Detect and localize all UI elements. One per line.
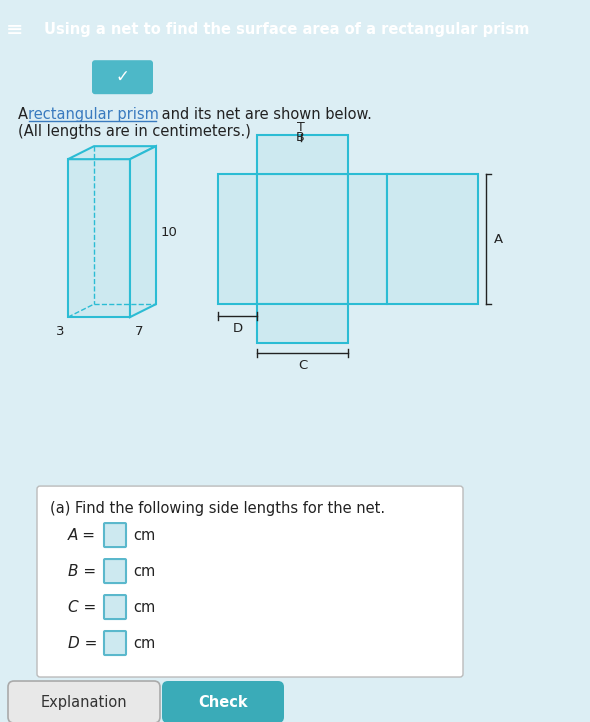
Text: cm: cm: [133, 564, 155, 578]
FancyBboxPatch shape: [37, 486, 463, 677]
Text: (a) Find the following side lengths for the net.: (a) Find the following side lengths for …: [50, 501, 385, 516]
FancyBboxPatch shape: [104, 523, 126, 547]
Text: 7: 7: [135, 325, 143, 338]
Text: C: C: [298, 359, 307, 372]
Text: C =: C =: [68, 599, 96, 614]
Text: cm: cm: [133, 528, 155, 542]
Text: D =: D =: [68, 635, 97, 651]
FancyBboxPatch shape: [162, 681, 284, 722]
Text: A: A: [494, 232, 503, 245]
Text: Explanation: Explanation: [41, 695, 127, 710]
Text: B: B: [296, 131, 305, 144]
Polygon shape: [348, 174, 387, 304]
Polygon shape: [387, 174, 478, 304]
Text: ≡: ≡: [6, 19, 24, 40]
FancyBboxPatch shape: [104, 559, 126, 583]
Text: cm: cm: [133, 635, 155, 651]
Text: Using a net to find the surface area of a rectangular prism: Using a net to find the surface area of …: [44, 22, 530, 37]
Polygon shape: [130, 146, 156, 317]
Polygon shape: [68, 146, 156, 159]
Text: B =: B =: [68, 564, 96, 578]
Text: 3: 3: [55, 325, 64, 338]
Text: ✓: ✓: [115, 68, 129, 86]
Polygon shape: [68, 159, 130, 317]
Text: A =: A =: [68, 528, 96, 542]
Polygon shape: [218, 174, 257, 304]
Text: rectangular prism: rectangular prism: [28, 107, 159, 122]
Text: and its net are shown below.: and its net are shown below.: [157, 107, 372, 122]
Text: 10: 10: [161, 226, 178, 239]
Text: D: D: [232, 322, 242, 335]
Text: A: A: [18, 107, 32, 122]
FancyBboxPatch shape: [92, 60, 153, 94]
Polygon shape: [257, 174, 348, 304]
FancyBboxPatch shape: [8, 681, 160, 722]
Text: T: T: [297, 121, 304, 134]
Text: cm: cm: [133, 599, 155, 614]
Text: (All lengths are in centimeters.): (All lengths are in centimeters.): [18, 124, 251, 139]
Text: Check: Check: [198, 695, 248, 710]
FancyBboxPatch shape: [104, 595, 126, 619]
Polygon shape: [257, 135, 348, 174]
FancyBboxPatch shape: [104, 631, 126, 655]
Polygon shape: [257, 304, 348, 343]
